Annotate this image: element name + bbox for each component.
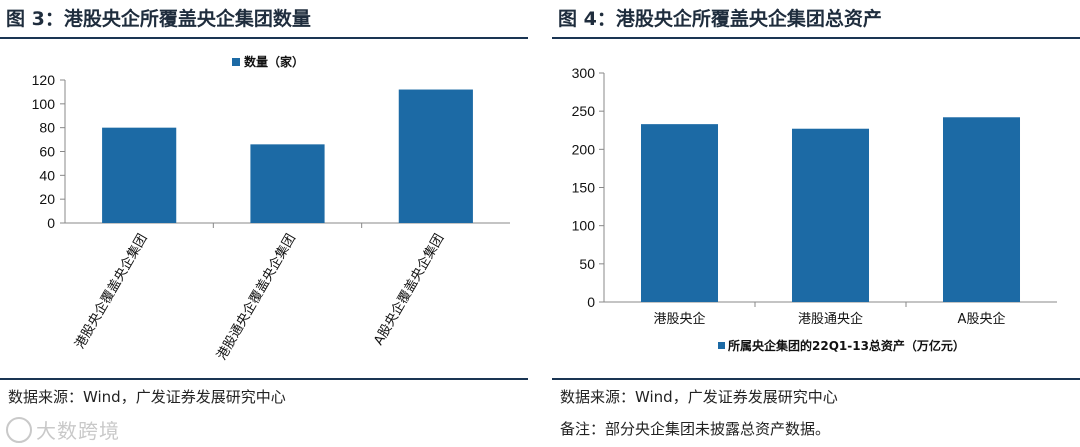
left-category-label: 港股通央企覆盖央企集团: [214, 231, 299, 363]
right-legend-label: 所属央企集团的22Q1-13总资产（万亿元）: [728, 338, 965, 353]
left-y-tick-label: 120: [32, 72, 56, 88]
right-bar: [791, 128, 870, 302]
left-bottom-rule: [0, 378, 528, 380]
right-legend-swatch: [718, 342, 725, 349]
right-chart-title: 图 4：港股央企所覆盖央企集团总资产: [558, 8, 882, 30]
left-bar-chart: 0 20 40 60 80 100 120 港股央企覆盖央企集团 港股通央企覆盖央企集团 A股央企…: [32, 54, 510, 363]
left-y-tick-label: 40: [39, 167, 55, 183]
right-top-rule: [552, 37, 1080, 39]
right-y-tick-label: 300: [572, 65, 596, 81]
left-y-tick-label: 80: [39, 120, 55, 136]
watermark-logo-icon: [6, 417, 32, 443]
left-legend-swatch: [232, 58, 240, 66]
right-y-tick-label: 100: [572, 218, 596, 234]
right-y-tick-label: 0: [587, 294, 595, 310]
left-y-tick-label: 20: [39, 191, 55, 207]
right-bar: [640, 124, 719, 302]
left-category-label: A股央企覆盖央企集团: [370, 231, 447, 348]
left-y-tick-label: 0: [47, 215, 55, 231]
right-bottom-rule: [552, 378, 1080, 380]
right-category-label: A股央企: [958, 311, 1006, 327]
right-category-label: 港股央企: [653, 311, 705, 327]
right-source-text: 数据来源：Wind，广发证券发展研究中心: [560, 388, 838, 406]
left-top-rule: [0, 37, 528, 39]
left-bar: [102, 127, 177, 223]
left-bar: [250, 144, 325, 223]
right-y-tick-label: 200: [572, 141, 596, 157]
left-bar: [398, 89, 473, 224]
right-y-tick-label: 250: [572, 103, 596, 119]
watermark: 大数跨境: [6, 415, 120, 444]
left-chart-title: 图 3：港股央企所覆盖央企集团数量: [6, 8, 311, 30]
right-bar: [942, 117, 1021, 302]
right-category-label: 港股通央企: [798, 311, 863, 327]
right-note-text: 备注：部分央企集团未披露总资产数据。: [560, 420, 831, 438]
left-y-tick-label: 60: [39, 144, 55, 160]
right-y-tick-label: 150: [572, 180, 596, 196]
left-y-tick-label: 100: [32, 96, 56, 112]
left-category-label: 港股央企覆盖央企集团: [72, 231, 151, 352]
watermark-text: 大数跨境: [36, 419, 120, 443]
left-source-text: 数据来源：Wind，广发证券发展研究中心: [8, 388, 286, 406]
right-bar-chart: 0 50 100 150 200 250 300 港股央企 港股通央企 A股央企所属央企集团的22…: [572, 65, 1057, 353]
right-y-tick-label: 50: [579, 256, 595, 272]
left-legend-label: 数量（家）: [244, 54, 304, 69]
